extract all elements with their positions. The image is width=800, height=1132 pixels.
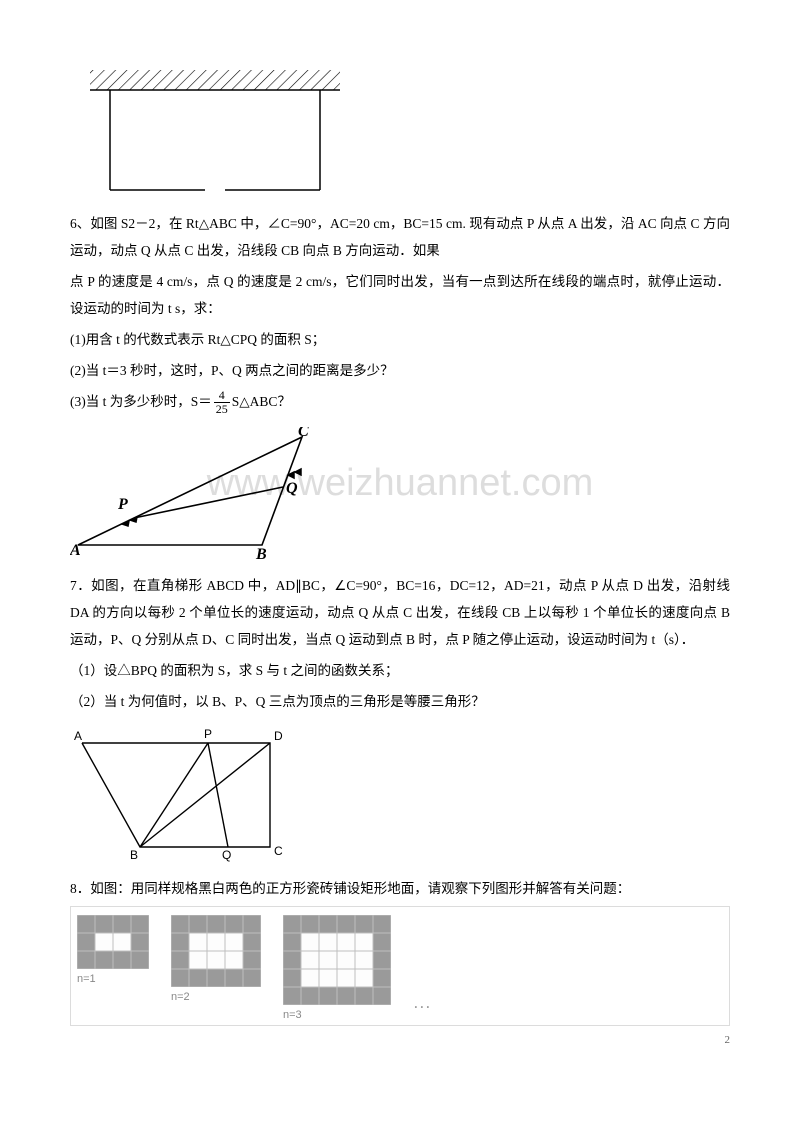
figure-q7: A D B C P Q <box>70 725 730 865</box>
fraction-4-25: 425 <box>214 389 230 416</box>
label-Q: Q <box>286 480 298 497</box>
tile-n2: n=2 <box>171 915 261 1003</box>
q7-sub1: （1）设△BPQ 的面积为 S，求 S 与 t 之间的函数关系； <box>70 657 730 684</box>
tile-n1: n=1 <box>77 915 149 985</box>
page-number: 2 <box>725 1034 731 1046</box>
frac-num: 4 <box>214 389 230 403</box>
figure-q5 <box>70 70 730 200</box>
q8-line1: 8．如图：用同样规格黑白两色的正方形瓷砖铺设矩形地面，请观察下列图形并解答有关问… <box>70 875 730 902</box>
q6-sub2: (2)当 t＝3 秒时，这时，P、Q 两点之间的距离是多少？ <box>70 357 730 384</box>
label-B7: B <box>130 848 138 862</box>
tile-n3: n=3 <box>283 915 391 1021</box>
q7-sub2: （2）当 t 为何值时，以 B、P、Q 三点为顶点的三角形是等腰三角形？ <box>70 688 730 715</box>
tile-n3-caption: n=3 <box>283 1009 391 1021</box>
q6-sub3-prefix: (3)当 t 为多少秒时，S＝ <box>70 394 212 409</box>
label-B: B <box>255 546 267 562</box>
figure-q6: A B C P Q <box>70 427 730 562</box>
label-C7: C <box>274 844 283 858</box>
tile-figures: n=1 n=2 n=3 ．．． <box>70 906 730 1026</box>
q6-sub3-suffix: S△ABC？ <box>232 394 291 409</box>
label-A: A <box>70 542 81 559</box>
q6-sub3: (3)当 t 为多少秒时，S＝425S△ABC？ <box>70 388 730 417</box>
q6-sub1: (1)用含 t 的代数式表示 Rt△CPQ 的面积 S； <box>70 326 730 353</box>
q7-line1: 7．如图，在直角梯形 ABCD 中，AD∥BC，∠C=90°，BC=16，DC=… <box>70 572 730 653</box>
q6-line1: 6、如图 S2－2，在 Rt△ABC 中，∠C=90°，AC=20 cm，BC=… <box>70 210 730 264</box>
label-A7: A <box>74 729 82 743</box>
tile-n1-caption: n=1 <box>77 973 149 985</box>
frac-den: 25 <box>214 403 230 416</box>
dots-text: ．．． <box>413 997 437 1011</box>
label-D7: D <box>274 729 283 743</box>
label-C: C <box>298 427 309 440</box>
label-P7: P <box>204 727 212 741</box>
label-P: P <box>117 496 128 513</box>
label-Q7: Q <box>222 848 231 862</box>
content: 6、如图 S2－2，在 Rt△ABC 中，∠C=90°，AC=20 cm，BC=… <box>70 70 730 1026</box>
tile-n2-caption: n=2 <box>171 991 261 1003</box>
tile-dots: ．．． <box>413 995 437 1021</box>
q6-line2: 点 P 的速度是 4 cm/s，点 Q 的速度是 2 cm/s，它们同时出发，当… <box>70 268 730 322</box>
